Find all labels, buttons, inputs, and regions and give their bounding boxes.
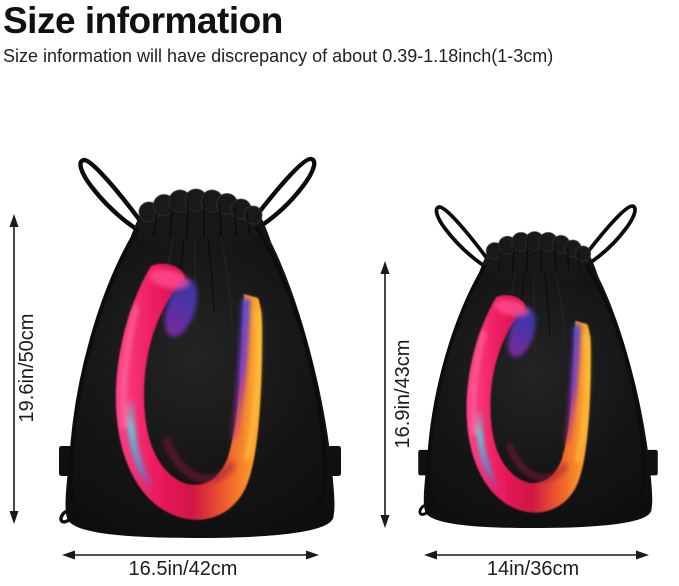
width-arrow-icon xyxy=(62,550,319,560)
height-label-large: 19.6in/50cm xyxy=(16,313,38,423)
height-arrow-icon xyxy=(9,214,19,524)
height-arrow-icon xyxy=(380,261,390,528)
large-drawstring-bag-image xyxy=(45,140,355,545)
width-label-small: 14in/36cm xyxy=(486,558,580,580)
small-drawstring-bag-image xyxy=(406,190,670,534)
page-subtitle: Size information will have discrepancy o… xyxy=(3,46,554,66)
width-arrow-icon xyxy=(424,550,649,560)
page-title: Size information xyxy=(3,0,283,41)
width-label-large: 16.5in/42cm xyxy=(128,558,238,580)
